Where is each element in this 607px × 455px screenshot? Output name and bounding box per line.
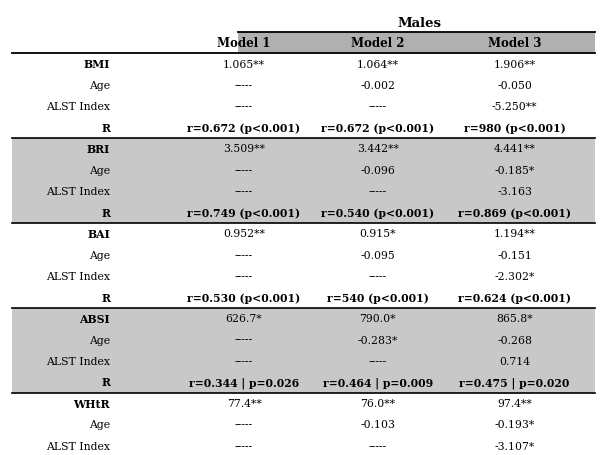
Text: Age: Age [89,335,110,345]
Text: Age: Age [89,165,110,175]
Text: r=980 (p<0.001): r=980 (p<0.001) [464,122,566,133]
Text: 3.509**: 3.509** [223,144,265,154]
Text: r=0.530 (p<0.001): r=0.530 (p<0.001) [188,292,300,303]
Text: Model 1: Model 1 [217,37,271,50]
Text: 76.0**: 76.0** [361,398,395,408]
Text: r=0.672 (p<0.001): r=0.672 (p<0.001) [188,122,300,133]
Text: -----: ----- [369,356,387,366]
Text: -----: ----- [235,250,253,260]
Text: -5.250**: -5.250** [492,102,537,112]
Text: -0.268: -0.268 [497,335,532,345]
Text: WHtR: WHtR [73,398,110,409]
Bar [238,33,595,54]
Text: ALST Index: ALST Index [46,187,110,197]
Text: -3.163: -3.163 [497,187,532,197]
Text: ABSI: ABSI [80,313,110,324]
Text: -----: ----- [235,102,253,112]
Bar [12,138,595,223]
Text: BMI: BMI [84,59,110,70]
Text: -0.103: -0.103 [361,420,395,430]
Text: Age: Age [89,81,110,91]
Text: -----: ----- [235,441,253,450]
Text: R: R [101,207,110,218]
Text: Age: Age [89,250,110,260]
Text: Age: Age [89,420,110,430]
Text: -----: ----- [235,335,253,345]
Bar [12,308,595,393]
Text: R: R [101,292,110,303]
Text: r=0.540 (p<0.001): r=0.540 (p<0.001) [321,207,435,218]
Text: -----: ----- [369,187,387,197]
Text: 626.7*: 626.7* [226,313,262,324]
Text: -----: ----- [369,271,387,281]
Text: -----: ----- [235,165,253,175]
Text: BAI: BAI [87,228,110,239]
Text: Males: Males [398,17,441,30]
Text: Model 2: Model 2 [351,37,405,50]
Text: -----: ----- [235,187,253,197]
Text: -----: ----- [369,441,387,450]
Text: r=0.624 (p<0.001): r=0.624 (p<0.001) [458,292,571,303]
Text: r=0.344 | p=0.026: r=0.344 | p=0.026 [189,376,299,388]
Text: 865.8*: 865.8* [497,313,533,324]
Text: -0.193*: -0.193* [495,420,535,430]
Text: -----: ----- [235,271,253,281]
Text: r=540 (p<0.001): r=540 (p<0.001) [327,292,429,303]
Text: 0.952**: 0.952** [223,229,265,239]
Text: -----: ----- [235,81,253,91]
Text: ALST Index: ALST Index [46,356,110,366]
Text: R: R [101,377,110,388]
Text: r=0.475 | p=0.020: r=0.475 | p=0.020 [459,376,570,388]
Text: r=0.672 (p<0.001): r=0.672 (p<0.001) [321,122,435,133]
Text: -0.283*: -0.283* [358,335,398,345]
Text: 97.4**: 97.4** [497,398,532,408]
Text: r=0.869 (p<0.001): r=0.869 (p<0.001) [458,207,571,218]
Text: -2.302*: -2.302* [495,271,535,281]
Text: -0.096: -0.096 [361,165,395,175]
Text: -0.151: -0.151 [497,250,532,260]
Text: -----: ----- [235,356,253,366]
Text: 1.065**: 1.065** [223,60,265,70]
Text: Model 3: Model 3 [488,37,541,50]
Text: 0.714: 0.714 [499,356,531,366]
Text: 1.906**: 1.906** [493,60,535,70]
Text: r=0.464 | p=0.009: r=0.464 | p=0.009 [323,376,433,388]
Text: 1.194**: 1.194** [493,229,535,239]
Text: BRI: BRI [87,144,110,155]
Text: -0.050: -0.050 [497,81,532,91]
Text: R: R [101,122,110,133]
Text: ALST Index: ALST Index [46,102,110,112]
Text: 77.4**: 77.4** [226,398,262,408]
Text: 790.0*: 790.0* [359,313,396,324]
Text: ALST Index: ALST Index [46,441,110,450]
Text: -----: ----- [369,102,387,112]
Text: -----: ----- [235,420,253,430]
Text: -3.107*: -3.107* [495,441,535,450]
Text: 0.915*: 0.915* [359,229,396,239]
Text: -0.185*: -0.185* [495,165,535,175]
Text: 3.442**: 3.442** [357,144,399,154]
Text: 4.441**: 4.441** [494,144,535,154]
Text: ALST Index: ALST Index [46,271,110,281]
Text: r=0.749 (p<0.001): r=0.749 (p<0.001) [188,207,300,218]
Text: -0.002: -0.002 [361,81,395,91]
Text: 1.064**: 1.064** [357,60,399,70]
Text: -0.095: -0.095 [361,250,395,260]
